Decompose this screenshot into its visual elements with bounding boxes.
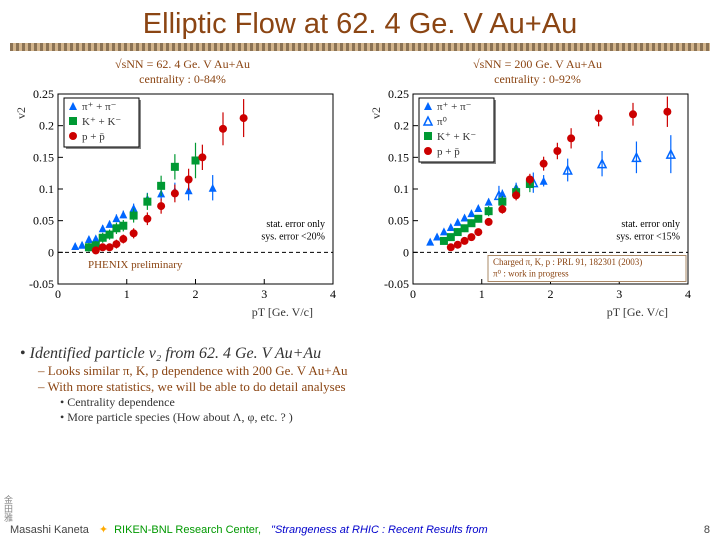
svg-text:2: 2 [192, 287, 198, 301]
bullet-list: • Identified particle v₂ from 62. 4 Ge. … [0, 339, 720, 425]
bullet-main: • Identified particle v₂ from 62. 4 Ge. … [20, 345, 705, 363]
star-icon: ✦ [99, 523, 108, 536]
svg-text:0: 0 [48, 245, 54, 259]
bullet-sub2a: • Centrality dependence [60, 395, 705, 410]
svg-text:sys. error <20%: sys. error <20% [261, 232, 325, 243]
svg-text:pT [Ge. V/c]: pT [Ge. V/c] [606, 305, 667, 319]
chart-right: √sNN = 200 Ge. V Au+Au centrality : 0-92… [368, 57, 708, 339]
svg-text:0.05: 0.05 [33, 214, 54, 228]
svg-text:0.1: 0.1 [394, 182, 409, 196]
svg-text:p + p̄: p + p̄ [82, 131, 105, 143]
svg-text:2: 2 [547, 287, 553, 301]
energy-label: √sNN = 62. 4 Ge. V Au+Au [115, 57, 250, 71]
centrality-label: centrality : 0-84% [139, 72, 226, 86]
chart-left-svg: -0.0500.050.10.150.20.2501234v2π⁺ + π⁻K⁺… [13, 89, 348, 339]
chart-left-title: √sNN = 62. 4 Ge. V Au+Au centrality : 0-… [13, 57, 353, 87]
svg-text:3: 3 [616, 287, 622, 301]
svg-text:3: 3 [261, 287, 267, 301]
chart-right-title: √sNN = 200 Ge. V Au+Au centrality : 0-92… [368, 57, 708, 87]
footer-author: Masashi Kaneta [10, 524, 89, 536]
svg-text:0.25: 0.25 [33, 89, 54, 101]
svg-text:π⁰: π⁰ [437, 116, 448, 128]
footer-pagenum: 8 [704, 524, 710, 536]
svg-text:1: 1 [478, 287, 484, 301]
energy-label: √sNN = 200 Ge. V Au+Au [473, 57, 602, 71]
svg-text:0.2: 0.2 [39, 119, 54, 133]
svg-text:0.05: 0.05 [388, 214, 409, 228]
chart-row: √sNN = 62. 4 Ge. V Au+Au centrality : 0-… [0, 57, 720, 339]
svg-text:pT [Ge. V/c]: pT [Ge. V/c] [251, 305, 312, 319]
svg-text:4: 4 [330, 287, 336, 301]
bullet-sub2b: • More particle species (How about Λ, φ,… [60, 410, 705, 425]
svg-text:0: 0 [55, 287, 61, 301]
chart-right-svg: -0.0500.050.10.150.20.2501234v2π⁺ + π⁻π⁰… [368, 89, 703, 339]
svg-text:0.2: 0.2 [394, 119, 409, 133]
svg-text:v2: v2 [14, 107, 28, 119]
svg-text:0: 0 [410, 287, 416, 301]
centrality-label: centrality : 0-92% [494, 72, 581, 86]
decorative-border [10, 43, 710, 51]
svg-text:0.15: 0.15 [388, 150, 409, 164]
footer-talk: "Strangeness at RHIC : Recent Results fr… [271, 524, 704, 536]
svg-text:K⁺ + K⁻: K⁺ + K⁻ [82, 116, 121, 128]
cjk-left-text: 金田雅 [2, 495, 15, 522]
svg-text:PHENIX preliminary: PHENIX preliminary [88, 259, 183, 271]
svg-text:1: 1 [123, 287, 129, 301]
svg-text:p + p̄: p + p̄ [437, 146, 460, 158]
svg-text:stat. error only: stat. error only [266, 219, 325, 230]
svg-text:0.15: 0.15 [33, 150, 54, 164]
svg-text:0.1: 0.1 [39, 182, 54, 196]
svg-text:4: 4 [685, 287, 691, 301]
svg-text:π⁺ + π⁻: π⁺ + π⁻ [82, 101, 117, 113]
footer-affil: RIKEN-BNL Research Center, [114, 524, 261, 536]
svg-text:K⁺ + K⁻: K⁺ + K⁻ [437, 131, 476, 143]
page-title: Elliptic Flow at 62. 4 Ge. V Au+Au [0, 0, 720, 43]
footer: Masashi Kaneta ✦ RIKEN-BNL Research Cent… [0, 523, 720, 536]
svg-text:0: 0 [403, 245, 409, 259]
bullet-sub2: – With more statistics, we will be able … [38, 379, 705, 395]
bullet-sub1: – Looks similar π, K, p dependence with … [38, 363, 705, 379]
svg-text:Charged π, K, p : PRL 91, 1823: Charged π, K, p : PRL 91, 182301 (2003) [493, 257, 642, 267]
svg-text:sys. error <15%: sys. error <15% [616, 232, 680, 243]
svg-text:stat. error only: stat. error only [621, 219, 680, 230]
svg-text:-0.05: -0.05 [384, 277, 409, 291]
chart-left: √sNN = 62. 4 Ge. V Au+Au centrality : 0-… [13, 57, 353, 339]
svg-text:π⁺ + π⁻: π⁺ + π⁻ [437, 101, 472, 113]
svg-text:π⁰ : work in progress: π⁰ : work in progress [493, 268, 569, 278]
svg-text:0.25: 0.25 [388, 89, 409, 101]
svg-text:-0.05: -0.05 [29, 277, 54, 291]
svg-text:v2: v2 [369, 107, 383, 119]
